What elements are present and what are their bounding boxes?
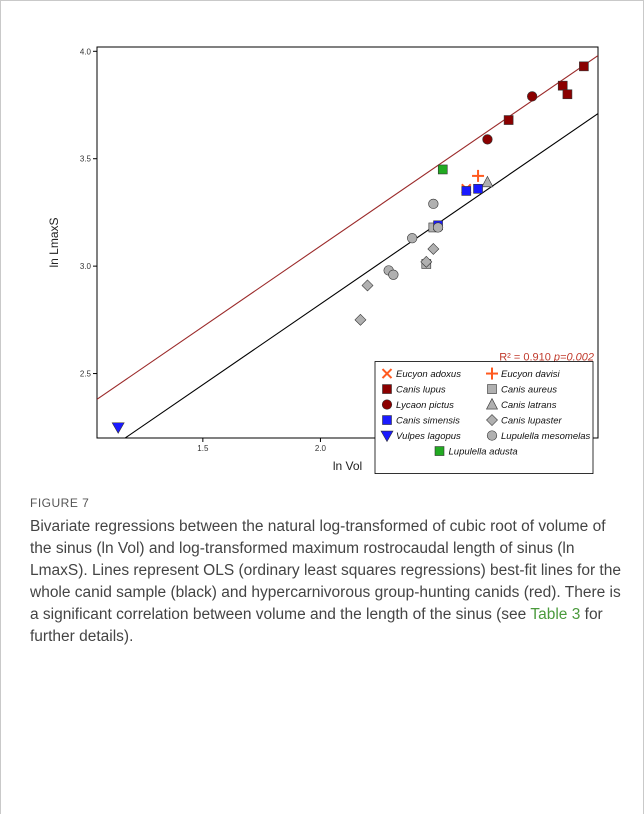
legend-label-canis-lupaster: Canis lupaster [501, 416, 563, 427]
y-tick-label: 3.5 [80, 155, 92, 164]
point-canis-lupaster [427, 243, 440, 255]
figure-label: FIGURE 7 [30, 496, 90, 510]
y-tick-label: 2.5 [80, 370, 92, 379]
x-tick-label: 1.5 [197, 444, 209, 453]
legend-marker-canis-lupus [382, 384, 392, 394]
legend-label-canis-simensis: Canis simensis [396, 416, 460, 427]
legend-label-canis-latrans: Canis latrans [501, 400, 557, 411]
point-canis-lupus [562, 89, 573, 100]
point-lycaon-pictus [527, 91, 538, 102]
scatter-chart: 1.52.02.53.02.53.03.54.0 R² = 0.910 p=0.… [40, 20, 630, 480]
plot-frame [96, 46, 599, 439]
point-canis-lupaster [361, 279, 374, 292]
point-lupulella-mesomelas [428, 198, 439, 209]
x-axis-label: ln Vol [333, 459, 362, 473]
stat-red: R² = 0.910 p=0.002 [499, 352, 594, 364]
legend-marker-lupulella-adusta [434, 446, 445, 456]
legend-marker-lupulella-mesomelas [486, 430, 498, 441]
legend-marker-vulpes-lagopus [380, 430, 394, 443]
point-lycaon-pictus [482, 134, 493, 145]
frame-top-border [0, 0, 644, 1]
caption-text-after: for further details). [30, 606, 603, 645]
point-vulpes-lagopus [111, 422, 125, 434]
legend-label-lupulella-adusta: Lupulella adusta [449, 447, 518, 458]
legend-box [374, 361, 594, 474]
point-canis-lupus [557, 80, 568, 91]
point-eucyon-davisi [472, 169, 485, 182]
legend-marker-eucyon-davisi [486, 367, 498, 380]
point-lupulella-mesomelas [407, 233, 418, 244]
point-canis-lupaster [420, 255, 433, 268]
frame-left-border [0, 0, 1, 814]
point-lupulella-mesomelas [388, 269, 399, 280]
point-lupulella-adusta [437, 164, 448, 175]
y-tick-label: 3.0 [80, 262, 92, 271]
point-canis-lupus [503, 115, 514, 125]
point-canis-latrans [481, 175, 494, 188]
legend-label-eucyon-adoxus: Eucyon adoxus [396, 369, 461, 380]
legend-label-canis-lupus: Canis lupus [396, 385, 446, 396]
y-tick-label: 4.0 [80, 47, 92, 56]
regression-line-red [97, 55, 598, 400]
figure-caption: FIGURE 7 Bivariate regressions between t… [30, 496, 630, 648]
chart-svg: 1.52.02.53.02.53.03.54.0 R² = 0.910 p=0.… [47, 46, 599, 474]
legend-marker-canis-lupaster [486, 414, 498, 426]
point-canis-lupaster [354, 313, 367, 326]
legend-label-vulpes-lagopus: Vulpes lagopus [396, 431, 461, 442]
legend-label-lupulella-mesomelas: Lupulella mesomelas [501, 431, 590, 442]
x-tick-label: 2.0 [315, 444, 327, 453]
legend-label-canis-aureus: Canis aureus [501, 385, 557, 396]
legend-label-lycaon-pictus: Lycaon pictus [396, 400, 454, 411]
point-canis-simensis [473, 183, 483, 194]
legend-marker-eucyon-adoxus [381, 368, 393, 379]
y-axis-label: ln LmaxS [47, 217, 61, 267]
legend-marker-canis-latrans [486, 397, 498, 410]
legend-marker-canis-aureus [487, 384, 497, 394]
caption-text: Bivariate regressions between the natura… [30, 516, 630, 648]
point-lupulella-mesomelas [432, 222, 444, 233]
point-canis-lupus [579, 61, 589, 72]
legend-marker-canis-simensis [382, 415, 392, 425]
legend-label-eucyon-davisi: Eucyon davisi [501, 369, 561, 380]
regression-line-black [124, 113, 598, 438]
legend-marker-lycaon-pictus [381, 399, 393, 410]
point-canis-simensis [461, 186, 472, 196]
table-3-link[interactable]: Table 3 [530, 606, 581, 623]
caption-text-before: Bivariate regressions between the natura… [30, 518, 621, 623]
